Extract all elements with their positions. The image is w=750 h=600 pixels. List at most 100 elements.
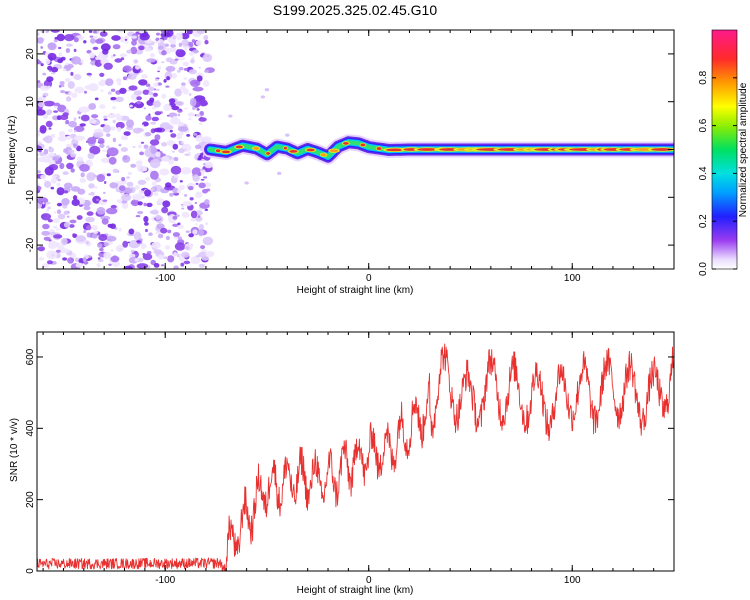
noise-speckle <box>127 89 131 92</box>
noise-speckle <box>52 225 58 229</box>
noise-speckle <box>171 105 180 111</box>
noise-speckle <box>204 208 208 211</box>
noise-speckle <box>169 192 174 197</box>
noise-speckle <box>132 127 144 133</box>
y-tick-label: 0 <box>25 146 36 152</box>
noise-speckle <box>164 43 170 47</box>
noise-speckle <box>144 222 149 226</box>
noise-speckle <box>43 236 51 241</box>
noise-speckle <box>188 186 194 191</box>
noise-speckle <box>159 122 171 130</box>
noise-speckle <box>110 255 120 263</box>
noise-speckle <box>138 79 148 86</box>
noise-speckle <box>198 251 207 258</box>
noise-speckle <box>122 76 128 81</box>
noise-speckle <box>198 66 201 69</box>
noise-speckle <box>66 43 73 47</box>
noise-speckle <box>203 162 206 166</box>
noise-speckle <box>48 244 54 249</box>
noise-speckle <box>131 35 137 39</box>
noise-speckle <box>64 77 71 83</box>
noise-speckle <box>187 112 195 117</box>
noise-speckle <box>149 139 160 146</box>
noise-speckle <box>123 265 133 269</box>
noise-speckle <box>43 100 55 107</box>
noise-speckle <box>146 202 153 208</box>
noise-speckle <box>56 182 61 187</box>
noise-speckle <box>174 157 179 162</box>
noise-speckle <box>192 86 204 92</box>
noise-speckle <box>153 82 159 87</box>
noise-speckle <box>172 232 180 237</box>
noise-speckle <box>115 244 124 253</box>
track-peak-blob <box>376 147 382 150</box>
noise-speckle <box>122 155 131 163</box>
noise-speckle <box>169 129 173 133</box>
noise-speckle <box>200 178 205 181</box>
noise-speckle <box>38 257 45 261</box>
noise-speckle <box>162 200 171 208</box>
noise-speckle <box>45 201 51 205</box>
noise-speckle <box>145 177 151 181</box>
noise-speckle <box>155 151 161 158</box>
noise-speckle <box>205 222 209 226</box>
noise-speckle <box>198 263 205 268</box>
noise-speckle <box>44 166 54 176</box>
noise-speckle <box>115 96 124 103</box>
noise-speckle <box>104 181 107 184</box>
colorbar-label: Normalized spectral amplitude <box>738 82 749 217</box>
noise-speckle <box>71 56 81 65</box>
noise-speckle <box>137 201 143 206</box>
noise-speckle <box>124 187 133 194</box>
noise-speckle <box>188 151 191 155</box>
noise-speckle <box>188 117 192 121</box>
noise-speckle <box>196 30 206 35</box>
noise-speckle <box>69 224 75 228</box>
noise-speckle <box>147 86 155 92</box>
track-peak-blob <box>215 149 221 153</box>
noise-speckle <box>116 199 120 203</box>
noise-speckle <box>119 36 125 43</box>
noise-speckle <box>206 188 211 192</box>
snr-frame <box>36 331 675 572</box>
noise-speckle <box>102 48 109 55</box>
snr-axes: -100 0 100 0 200 400 600 <box>25 332 675 586</box>
noise-speckle <box>144 132 152 137</box>
noise-speckle <box>143 202 147 207</box>
noise-speckle <box>88 118 97 124</box>
noise-speckle <box>144 47 152 52</box>
noise-speckle <box>145 115 152 121</box>
noise-speckle <box>38 96 46 103</box>
noise-speckle <box>44 180 52 188</box>
noise-speckle <box>181 211 190 218</box>
noise-speckle <box>163 79 167 83</box>
noise-speckle <box>108 263 112 266</box>
noise-speckle <box>70 153 77 158</box>
noise-speckle <box>185 230 190 233</box>
noise-speckle <box>100 251 104 254</box>
noise-speckle <box>73 135 85 141</box>
track-peak-blob <box>343 141 349 145</box>
noise-speckle <box>124 35 130 40</box>
noise-speckle <box>189 97 197 107</box>
noise-speckle <box>195 223 198 225</box>
noise-speckle <box>59 162 65 170</box>
noise-speckle <box>188 69 197 75</box>
noise-speckle <box>194 202 198 204</box>
noise-speckle <box>95 198 100 202</box>
noise-speckle <box>103 115 108 119</box>
noise-speckle <box>88 103 97 110</box>
noise-speckle <box>64 91 68 94</box>
noise-speckle <box>200 245 206 250</box>
noise-speckle <box>153 192 159 196</box>
noise-speckle <box>161 156 170 162</box>
noise-speckle <box>176 189 181 194</box>
noise-speckle <box>181 141 185 144</box>
noise-speckle <box>46 112 50 116</box>
noise-speckle <box>46 250 58 260</box>
noise-speckle <box>181 204 185 208</box>
noise-speckle <box>175 101 184 106</box>
noise-speckle <box>103 251 112 260</box>
track-peak-blob <box>306 148 315 152</box>
noise-speckle <box>47 52 57 61</box>
